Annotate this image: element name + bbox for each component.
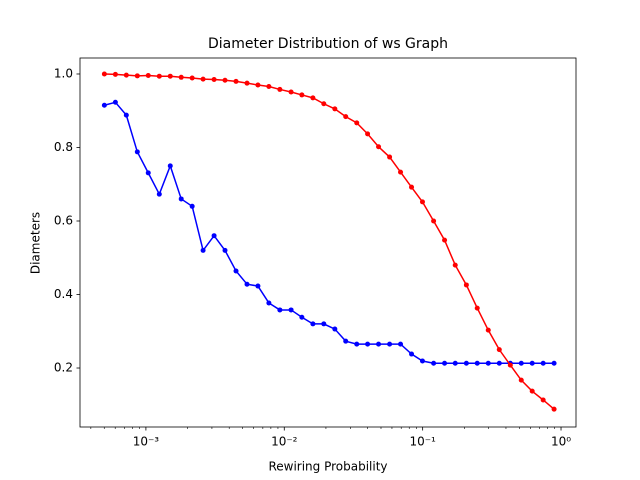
data-point	[398, 169, 404, 175]
chart-title: Diameter Distribution of ws Graph	[208, 36, 448, 52]
data-point	[178, 196, 184, 202]
data-point	[255, 283, 261, 289]
data-point	[277, 86, 283, 92]
data-point	[222, 77, 228, 83]
data-point	[409, 351, 415, 357]
data-point	[200, 76, 206, 82]
data-point	[277, 307, 283, 313]
data-point	[310, 95, 316, 101]
data-point	[167, 163, 173, 169]
data-point	[496, 360, 502, 366]
y-tick-label: 0.4	[54, 287, 73, 301]
y-axis-label: Diameters	[29, 212, 43, 274]
data-point	[332, 326, 338, 332]
data-point	[156, 191, 162, 197]
data-point	[211, 77, 217, 83]
data-point	[540, 360, 546, 366]
data-point	[112, 99, 118, 105]
x-tick-label: 10⁰	[551, 435, 571, 449]
data-point	[419, 199, 425, 205]
data-point	[507, 362, 513, 368]
data-point	[145, 170, 151, 176]
data-point	[365, 341, 371, 347]
data-point	[463, 360, 469, 366]
data-point	[299, 314, 305, 320]
data-point	[299, 92, 305, 98]
data-point	[321, 101, 327, 107]
data-point	[156, 73, 162, 79]
data-point	[112, 71, 118, 77]
data-point	[255, 82, 261, 88]
data-point	[211, 233, 217, 239]
y-tick-label: 0.6	[54, 213, 73, 227]
data-point	[123, 72, 129, 78]
data-point	[376, 144, 382, 150]
data-point	[101, 102, 107, 108]
data-point	[343, 114, 349, 120]
data-point	[463, 282, 469, 288]
data-point	[288, 307, 294, 313]
data-point	[452, 360, 458, 366]
data-point	[387, 154, 393, 160]
data-point	[442, 360, 448, 366]
y-tick-label: 0.8	[54, 140, 73, 154]
x-tick-label: 10⁻¹	[409, 435, 436, 449]
data-point	[134, 149, 140, 155]
data-point	[145, 72, 151, 78]
data-point	[354, 120, 360, 126]
data-point	[376, 341, 382, 347]
y-tick-label: 1.0	[54, 66, 73, 80]
data-point	[288, 89, 294, 95]
data-point	[310, 321, 316, 327]
x-axis-label: Rewiring Probability	[268, 460, 387, 474]
data-point	[452, 262, 458, 268]
data-point	[387, 341, 393, 347]
data-point	[266, 300, 272, 306]
x-tick-label: 10⁻²	[271, 435, 298, 449]
data-point	[474, 305, 480, 311]
data-point	[518, 360, 524, 366]
data-point	[178, 74, 184, 80]
data-point	[332, 106, 338, 112]
data-point	[442, 237, 448, 243]
data-point	[343, 338, 349, 344]
data-point	[529, 388, 535, 394]
data-point	[266, 83, 272, 89]
data-point	[123, 112, 129, 118]
data-point	[244, 80, 250, 86]
data-point	[496, 347, 502, 353]
y-tick-label: 0.2	[54, 361, 73, 375]
data-point	[540, 397, 546, 403]
data-point	[551, 360, 557, 366]
data-point	[233, 268, 239, 274]
data-point	[529, 360, 535, 366]
data-point	[518, 377, 524, 383]
x-tick-label: 10⁻³	[133, 435, 160, 449]
data-point	[189, 75, 195, 81]
data-point	[431, 360, 437, 366]
plot-frame	[79, 57, 577, 428]
data-point	[200, 247, 206, 253]
data-point	[189, 203, 195, 209]
data-point	[485, 327, 491, 333]
data-point	[101, 71, 107, 77]
data-point	[431, 218, 437, 224]
data-point	[321, 321, 327, 327]
data-point	[485, 360, 491, 366]
data-point	[474, 360, 480, 366]
data-point	[551, 406, 557, 412]
data-point	[354, 341, 360, 347]
data-point	[398, 341, 404, 347]
data-point	[233, 78, 239, 84]
data-point	[222, 247, 228, 253]
data-point	[167, 73, 173, 79]
data-point	[409, 184, 415, 190]
data-point	[419, 358, 425, 364]
data-point	[244, 281, 250, 287]
data-point	[365, 131, 371, 137]
data-point	[134, 73, 140, 79]
